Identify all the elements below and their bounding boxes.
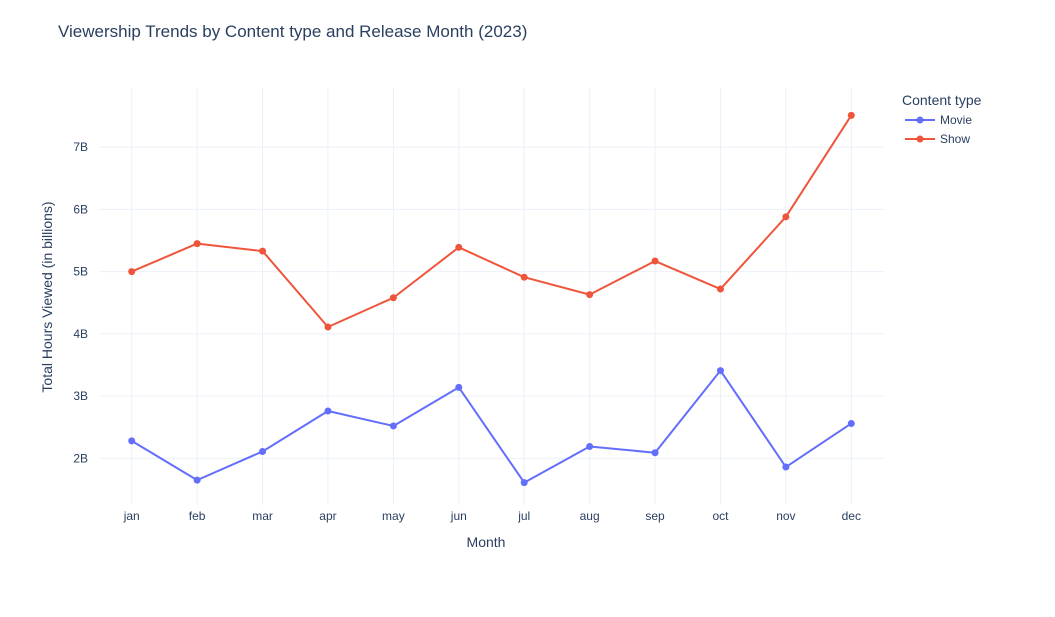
x-tick-label: nov xyxy=(776,509,795,523)
data-point[interactable] xyxy=(193,476,201,484)
data-point[interactable] xyxy=(847,419,855,427)
data-point[interactable] xyxy=(389,294,397,302)
data-point[interactable] xyxy=(259,447,267,455)
x-tick-label: mar xyxy=(252,509,273,523)
y-tick-label: 2B xyxy=(73,451,88,465)
data-point[interactable] xyxy=(128,437,136,445)
x-tick-label: oct xyxy=(712,509,729,523)
x-tick-label: jun xyxy=(450,509,467,523)
legend-label: Show xyxy=(940,132,970,146)
data-point[interactable] xyxy=(782,213,790,221)
series-line xyxy=(131,114,853,328)
data-point[interactable] xyxy=(389,422,397,430)
data-point[interactable] xyxy=(586,291,594,299)
y-tick-label: 3B xyxy=(73,389,88,403)
series-movie[interactable] xyxy=(128,367,855,487)
data-point[interactable] xyxy=(651,257,659,265)
x-tick-label: jan xyxy=(123,509,140,523)
x-tick-label: feb xyxy=(189,509,206,523)
data-point[interactable] xyxy=(455,243,463,251)
data-point[interactable] xyxy=(324,323,332,331)
legend-item-movie[interactable]: Movie xyxy=(905,113,972,127)
y-tick-label: 5B xyxy=(73,265,88,279)
grid-lines xyxy=(99,88,884,505)
x-tick-label: may xyxy=(382,509,405,523)
data-point[interactable] xyxy=(782,463,790,471)
data-point[interactable] xyxy=(193,240,201,248)
x-tick-label: apr xyxy=(319,509,336,523)
data-point[interactable] xyxy=(128,268,136,276)
legend[interactable]: Content type Movie Show xyxy=(902,92,982,146)
chart-title: Viewership Trends by Content type and Re… xyxy=(58,22,527,41)
x-tick-label: dec xyxy=(842,509,861,523)
y-axis-ticks: 2B 3B 4B 5B 6B 7B xyxy=(73,140,88,465)
x-axis-ticks: jan feb mar apr may jun jul aug sep oct nov dec xyxy=(123,509,861,523)
legend-label: Movie xyxy=(940,113,972,127)
legend-title: Content type xyxy=(902,92,982,108)
data-point[interactable] xyxy=(651,449,659,457)
data-point[interactable] xyxy=(520,479,528,487)
data-point[interactable] xyxy=(586,442,594,450)
x-tick-label: sep xyxy=(645,509,665,523)
data-point[interactable] xyxy=(847,111,855,119)
x-tick-label: jul xyxy=(517,509,530,523)
x-tick-label: aug xyxy=(580,509,600,523)
data-point[interactable] xyxy=(259,247,267,255)
y-tick-label: 4B xyxy=(73,327,88,341)
legend-swatch-marker xyxy=(916,135,924,143)
legend-item-show[interactable]: Show xyxy=(905,132,970,146)
data-point[interactable] xyxy=(455,383,463,391)
y-tick-label: 6B xyxy=(73,202,88,216)
data-point[interactable] xyxy=(716,367,724,375)
data-point[interactable] xyxy=(324,407,332,415)
data-point[interactable] xyxy=(716,285,724,293)
x-axis-title: Month xyxy=(467,534,506,550)
data-point[interactable] xyxy=(520,273,528,281)
y-tick-label: 7B xyxy=(73,140,88,154)
series-line xyxy=(131,369,852,484)
legend-swatch-marker xyxy=(916,116,924,124)
series-show[interactable] xyxy=(128,111,855,331)
series-lines xyxy=(128,111,855,487)
y-axis-title: Total Hours Viewed (in billions) xyxy=(39,201,55,392)
